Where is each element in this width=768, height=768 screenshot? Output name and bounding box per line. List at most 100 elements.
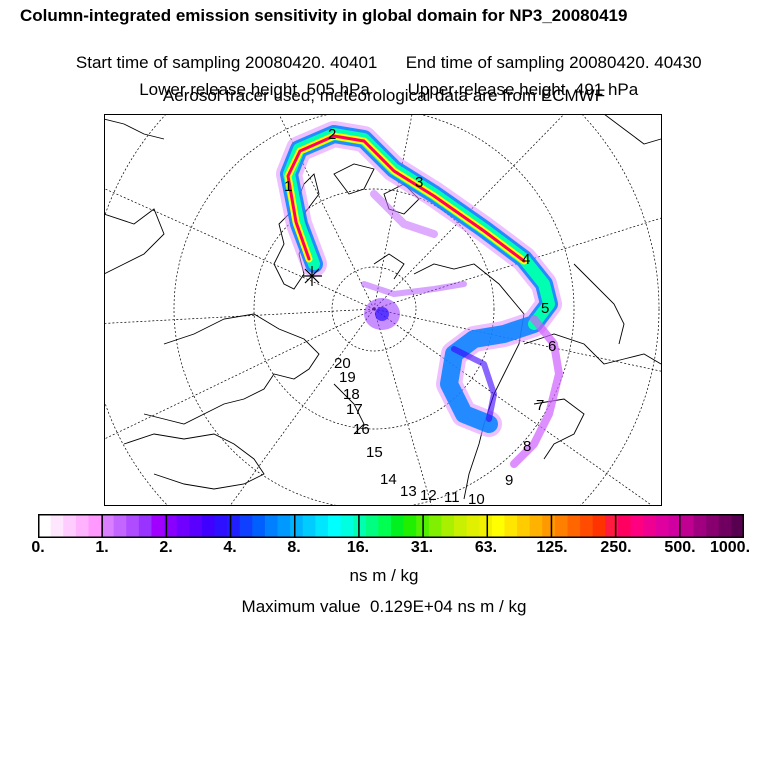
scale-color-swatch (680, 514, 695, 538)
scale-tick-label: 4. (223, 539, 237, 556)
scale-color-swatch (554, 514, 568, 538)
track-label: 12 (420, 487, 437, 504)
scale-color-swatch (290, 514, 304, 538)
release-heights: Lower release height 505 hPa Upper relea… (0, 60, 768, 100)
track-label: 6 (548, 338, 556, 355)
tracer-note: Aerosol tracer used, meteorological data… (162, 86, 606, 105)
track-label: 15 (366, 444, 383, 461)
scale-color-swatch (542, 514, 556, 538)
scale-color-swatch (630, 514, 644, 538)
scale-color-swatch (391, 514, 405, 538)
scale-color-swatch (264, 514, 279, 538)
scale-frame (38, 514, 744, 538)
scale-color-swatch (164, 514, 178, 538)
track-label: 3 (415, 174, 423, 191)
scale-color-swatch (655, 514, 669, 538)
scale-color-swatch (693, 514, 707, 538)
start-time-label: Start time of sampling 20080420. 40401 (75, 53, 378, 72)
sensitivity-plume (276, 121, 563, 468)
track-label: 2 (328, 126, 336, 143)
scale-color-swatch (731, 514, 744, 538)
scale-color-swatch (428, 514, 442, 538)
map-title: Column-integrated emission sensitivity i… (20, 6, 628, 25)
scale-color-swatch (126, 514, 140, 538)
scale-color-swatch (201, 514, 215, 538)
scale-unit-label: ns m / kg (349, 566, 419, 585)
coastlines (104, 114, 662, 500)
scale-color-swatch (454, 514, 468, 538)
scale-color-swatch (441, 514, 455, 538)
track-label: 9 (505, 472, 513, 489)
scale-tick-label: 8. (287, 539, 301, 556)
scale-color-swatch (113, 514, 127, 538)
track-label: 13 (400, 483, 417, 500)
scale-color-swatch (75, 514, 89, 538)
scale-color-swatch (315, 514, 329, 538)
scale-color-swatch (365, 514, 379, 538)
scale-color-swatch (50, 514, 64, 538)
scale-color-swatch (327, 514, 342, 538)
upper-height-label: Upper release height 491 hPa (407, 80, 639, 99)
track-label: 19 (339, 369, 356, 386)
scale-color-swatch (88, 514, 102, 538)
scale-color-swatch (340, 514, 354, 538)
scale-color-swatch (403, 514, 417, 538)
maximum-value-label: Maximum value 0.129E+04 ns m / kg (241, 597, 527, 616)
scale-color-swatch (189, 514, 203, 538)
scale-color-swatch (151, 514, 165, 538)
track-label: 8 (523, 438, 531, 455)
scale-color-swatch (504, 514, 518, 538)
track-label: 7 (536, 397, 544, 414)
scale-color-swatch (479, 514, 493, 538)
scale-color-swatch (668, 514, 682, 538)
track-label: 16 (353, 421, 370, 438)
scale-color-swatch (517, 514, 531, 538)
sampling-times: Start time of sampling 20080420. 40401 E… (0, 33, 768, 73)
track-labels: 1 2 3 4 5 6 7 8 9 10 11 12 13 14 15 16 1… (284, 126, 556, 506)
color-scale-bar (38, 514, 744, 538)
scale-color-swatch (580, 514, 594, 538)
scale-color-swatch (592, 514, 606, 538)
scale-color-swatch (227, 514, 241, 538)
scale-color-swatch (252, 514, 266, 538)
track-label: 4 (522, 251, 530, 268)
emission-sensitivity-map: 1 2 3 4 5 6 7 8 9 10 11 12 13 14 15 16 1… (104, 114, 662, 506)
scale-color-swatch (38, 514, 52, 538)
scale-color-swatch (239, 514, 253, 538)
scale-color-swatch (378, 514, 392, 538)
scale-tick-label: 1. (95, 539, 109, 556)
track-label: 17 (346, 401, 363, 418)
scale-tick-label: 2. (159, 539, 173, 556)
scale-color-swatch (617, 514, 632, 538)
scale-color-swatch (466, 514, 480, 538)
scale-tick-label: 500. (664, 539, 696, 556)
track-label: 20 (334, 355, 351, 372)
scale-color-swatch (706, 514, 720, 538)
end-time-label: End time of sampling 20080420. 40430 (405, 53, 702, 72)
scale-tick-label: 125. (536, 539, 568, 556)
scale-color-swatch (214, 514, 228, 538)
scale-color-swatch (138, 514, 152, 538)
scale-color-swatch (605, 514, 619, 538)
scale-color-swatch (643, 514, 657, 538)
scale-color-swatch (302, 514, 316, 538)
track-label: 18 (343, 386, 360, 403)
release-point-marker (302, 266, 322, 286)
track-label: 14 (380, 471, 397, 488)
scale-color-swatch (567, 514, 581, 538)
latitude-circles (104, 114, 660, 506)
scale-tick-label: 63. (474, 539, 498, 556)
track-label: 1 (284, 178, 292, 195)
scale-color-swatch (491, 514, 505, 538)
scale-color-swatch (277, 514, 291, 538)
scale-color-swatch (176, 514, 190, 538)
lower-height-label: Lower release height 505 hPa (139, 80, 370, 99)
scale-tick-label: 16. (346, 539, 370, 556)
scale-tick-label: 250. (600, 539, 632, 556)
scale-tick-label: 0. (31, 539, 45, 556)
scale-color-swatch (101, 514, 115, 538)
scale-tick-label: 31. (410, 539, 434, 556)
scale-tick-label: 1000. (709, 539, 751, 556)
track-label: 11 (444, 489, 460, 506)
scale-color-swatch (718, 514, 732, 538)
